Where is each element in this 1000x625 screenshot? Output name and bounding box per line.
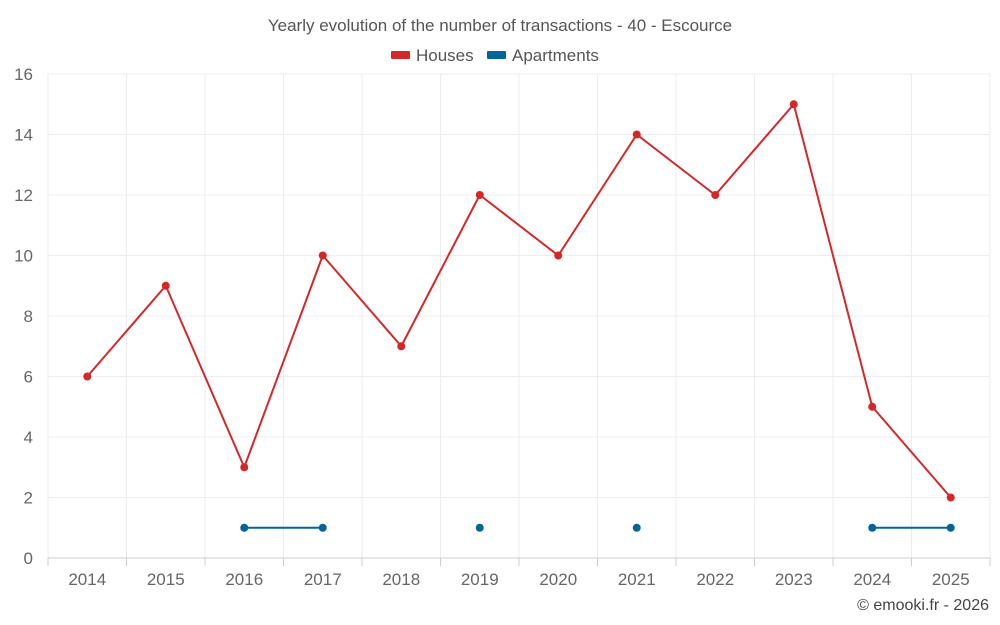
data-point-houses[interactable] [161, 281, 170, 290]
legend: Houses Apartments [391, 46, 599, 65]
x-tick-label: 2020 [539, 570, 577, 589]
y-tick-label: 14 [14, 126, 33, 145]
x-tick-label: 2016 [225, 570, 263, 589]
data-point-apartments[interactable] [475, 523, 484, 532]
data-point-apartments[interactable] [868, 523, 877, 532]
data-point-apartments[interactable] [318, 523, 327, 532]
y-tick-label: 6 [24, 368, 33, 387]
data-point-apartments[interactable] [240, 523, 249, 532]
data-point-houses[interactable] [240, 463, 249, 472]
x-tick-label: 2024 [853, 570, 891, 589]
data-point-houses[interactable] [946, 493, 955, 502]
data-point-houses[interactable] [318, 251, 327, 260]
y-tick-label: 16 [14, 65, 33, 84]
data-point-houses[interactable] [554, 251, 563, 260]
x-tick-label: 2022 [696, 570, 734, 589]
x-tick-label: 2019 [461, 570, 499, 589]
data-point-houses[interactable] [868, 402, 877, 411]
x-tick-label: 2023 [775, 570, 813, 589]
y-tick-label: 10 [14, 247, 33, 266]
legend-swatch-houses [391, 51, 410, 59]
x-tick-label: 2017 [304, 570, 342, 589]
data-point-apartments[interactable] [946, 523, 955, 532]
grid [47, 73, 991, 558]
x-axis-ticks: 2014 2015 2016 2017 2018 2019 2020 2021 2022 2023… [47, 558, 991, 589]
credit-text: © emooki.fr - 2026 [857, 597, 989, 614]
x-tick-label: 2015 [147, 570, 185, 589]
y-tick-label: 0 [24, 549, 33, 568]
legend-label-houses: Houses [416, 46, 474, 65]
chart-title: Yearly evolution of the number of transa… [268, 16, 732, 35]
series-apartments [240, 523, 955, 532]
y-tick-label: 2 [24, 489, 33, 508]
series-houses [83, 100, 955, 502]
legend-item-houses[interactable]: Houses [391, 46, 474, 65]
data-point-houses[interactable] [711, 191, 720, 199]
y-tick-label: 8 [24, 307, 33, 326]
x-tick-label: 2021 [618, 570, 656, 589]
series-layer [83, 100, 955, 532]
y-axis-ticks: 0 2 4 6 8 10 12 14 16 [14, 65, 33, 568]
data-point-houses[interactable] [475, 191, 484, 199]
legend-swatch-apartments [487, 51, 506, 59]
y-tick-label: 12 [14, 186, 33, 205]
x-tick-label: 2025 [932, 570, 970, 589]
y-tick-label: 4 [24, 428, 33, 447]
x-tick-label: 2018 [382, 570, 420, 589]
data-point-houses[interactable] [397, 342, 406, 351]
data-point-apartments[interactable] [632, 523, 641, 532]
data-point-houses[interactable] [83, 372, 92, 381]
x-tick-label: 2014 [68, 570, 106, 589]
series-line-houses [86, 103, 952, 499]
legend-item-apartments[interactable]: Apartments [487, 46, 599, 65]
legend-label-apartments: Apartments [512, 46, 599, 65]
data-point-houses[interactable] [789, 100, 798, 109]
data-point-houses[interactable] [632, 130, 641, 139]
